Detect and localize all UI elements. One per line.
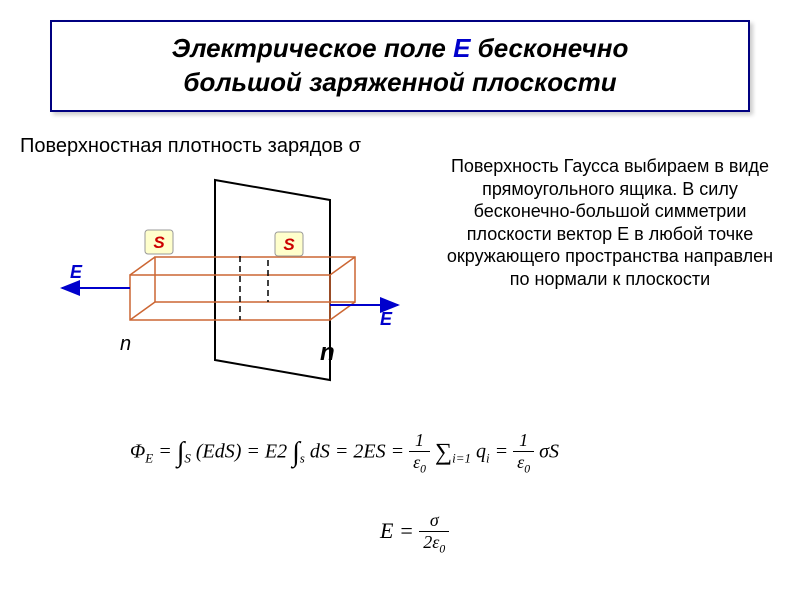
box-back [155,257,355,302]
title-box: Электрическое поле Е бесконечно большой … [50,20,750,112]
sum-icon: ∑ [435,439,452,465]
box-edge-1 [130,257,155,275]
int-icon-2: ∫ [292,437,300,468]
frac2-den: ε0 [513,452,534,476]
f-sub-e: E [145,450,153,465]
f-sum-var: q [476,440,486,462]
label-e-right: E [380,309,393,329]
f-phi: Φ [130,440,145,462]
frac2-sub: 0 [524,463,530,476]
label-n-right: n [320,339,335,366]
frac2-num: 1 [513,430,534,452]
label-s-right: S [283,235,295,254]
f-eq1: = [158,440,177,462]
label-n-left: n [120,333,131,355]
frac1-den: ε0 [409,452,430,476]
diagram: S S E E n n [20,170,420,410]
f2-den-sub: 0 [439,543,445,556]
frac1-num: 1 [409,430,430,452]
f-sum-low: i=1 [452,450,471,465]
box-front [130,275,330,320]
plane-shape [215,180,330,380]
formula-main: ΦE = ∫S (EdS) = E2 ∫s dS = 2ES = 1 ε0 ∑i… [130,430,559,476]
f2-den-p1: 2ε [423,532,439,552]
label-e-left: E [70,262,83,282]
frac-2: 1 ε0 [513,430,534,476]
label-s-left: S [153,233,165,252]
title-accent: Е [453,33,470,63]
frac1-sub: 0 [420,463,426,476]
formula-second: E = σ 2ε0 [380,510,449,556]
subtitle-text: Поверхностная плотность зарядов σ [20,135,361,157]
f-eq4: = [495,440,514,462]
f-arg2: dS [310,440,330,462]
subtitle: Поверхностная плотность зарядов σ [20,135,361,158]
f-int1-sub: S [184,450,191,465]
f2-num: σ [419,510,449,532]
f-arg1: (EdS) [196,440,242,462]
f2-lhs: E = [380,518,419,543]
frac-1: 1 ε0 [409,430,430,476]
f-eq3: = 2ES = [335,440,409,462]
diagram-svg: S S E E n n [20,170,420,410]
title-text: Электрическое поле Е бесконечно большой … [72,32,728,100]
right-text-content: Поверхность Гаусса выбираем в виде прямо… [447,156,773,289]
f-sigma: σS [539,440,559,462]
frac-3: σ 2ε0 [419,510,449,556]
title-line1-p1: Электрическое поле [172,33,453,63]
box-edge-2 [330,257,355,275]
f-sum-sub: i [486,450,490,465]
title-line1-p2: бесконечно [470,33,628,63]
f-eq2: = E2 [246,440,287,462]
title-line2: большой заряженной плоскости [183,67,616,97]
f2-den: 2ε0 [419,532,449,556]
box-edge-3 [130,302,155,320]
f-int2-sub: s [300,450,305,465]
right-description: Поверхность Гаусса выбираем в виде прямо… [440,155,780,290]
